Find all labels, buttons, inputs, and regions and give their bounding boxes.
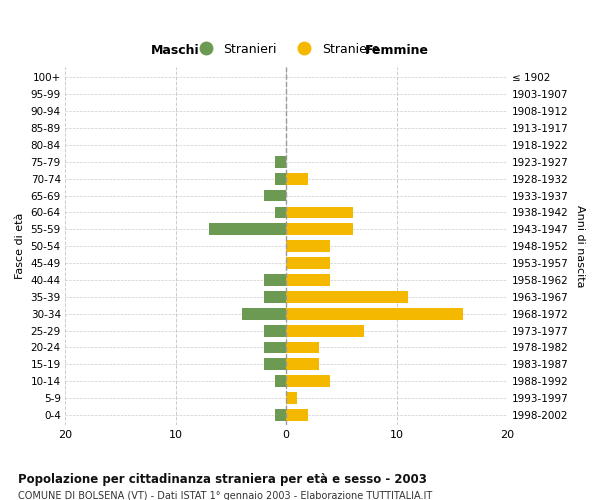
Y-axis label: Anni di nascita: Anni di nascita	[575, 205, 585, 288]
Bar	[264, 274, 286, 286]
Bar	[286, 206, 353, 218]
Text: COMUNE DI BOLSENA (VT) - Dati ISTAT 1° gennaio 2003 - Elaborazione TUTTITALIA.IT: COMUNE DI BOLSENA (VT) - Dati ISTAT 1° g…	[18, 491, 432, 500]
Bar	[275, 376, 286, 387]
Y-axis label: Fasce di età: Fasce di età	[15, 213, 25, 280]
Bar	[275, 173, 286, 184]
Bar	[209, 224, 286, 235]
Bar	[286, 274, 331, 286]
Legend: Stranieri, Straniere: Stranieri, Straniere	[188, 38, 384, 60]
Bar	[286, 308, 463, 320]
Bar	[242, 308, 286, 320]
Text: Popolazione per cittadinanza straniera per età e sesso - 2003: Popolazione per cittadinanza straniera p…	[18, 472, 427, 486]
Bar	[286, 392, 297, 404]
Bar	[264, 291, 286, 302]
Bar	[264, 358, 286, 370]
Bar	[286, 342, 319, 353]
Bar	[286, 409, 308, 421]
Bar	[286, 240, 331, 252]
Bar	[286, 324, 364, 336]
Bar	[286, 376, 331, 387]
Bar	[264, 190, 286, 202]
Bar	[286, 257, 331, 269]
Bar	[286, 224, 353, 235]
Text: Femmine: Femmine	[365, 44, 429, 57]
Bar	[275, 409, 286, 421]
Bar	[286, 173, 308, 184]
Bar	[264, 324, 286, 336]
Bar	[275, 206, 286, 218]
Bar	[286, 291, 408, 302]
Text: Maschi: Maschi	[151, 44, 200, 57]
Bar	[275, 156, 286, 168]
Bar	[286, 358, 319, 370]
Bar	[264, 342, 286, 353]
